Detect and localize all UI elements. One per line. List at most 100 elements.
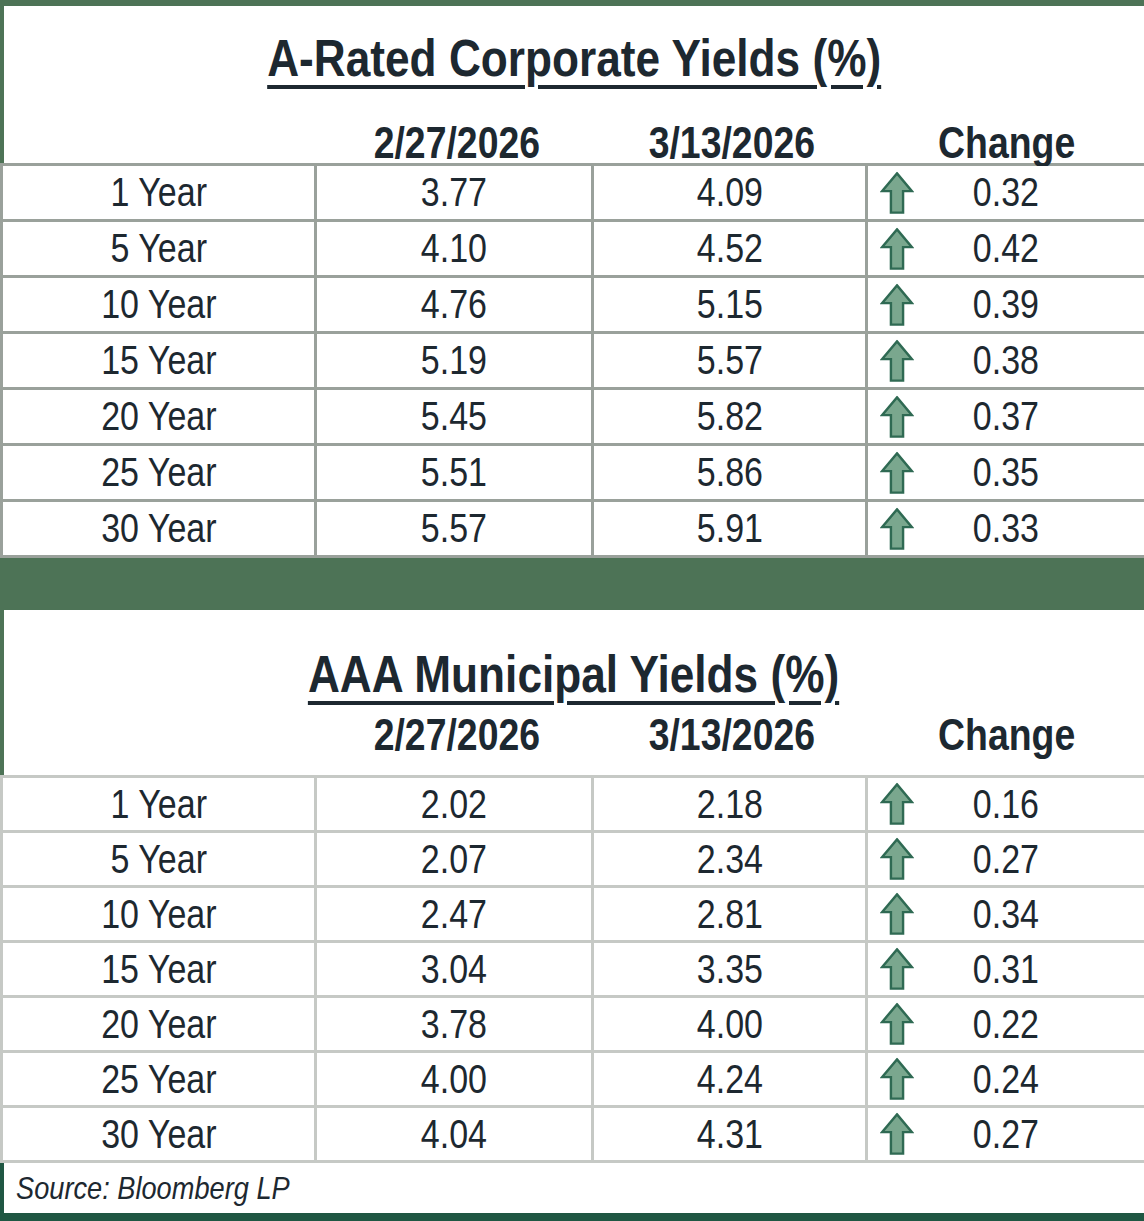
table-row: 5 Year 4.10 4.52 0.42 bbox=[2, 221, 1144, 277]
maturity-label: 10 Year bbox=[101, 892, 216, 937]
up-arrow-icon bbox=[880, 395, 914, 438]
maturity-label: 5 Year bbox=[110, 837, 206, 882]
corporate-curr-date-header: 3/13/2026 bbox=[595, 119, 869, 167]
change-cell: 0.33 bbox=[867, 501, 1144, 557]
municipal-section-header: AAA Municipal Yields (%) 2/27/2026 3/13/… bbox=[0, 610, 1144, 775]
municipal-yields-table: 1 Year 2.02 2.18 0.16 5 Year 2.07 2.34 0… bbox=[0, 775, 1144, 1163]
change-cell: 0.35 bbox=[867, 445, 1144, 501]
change-cell: 0.24 bbox=[867, 1052, 1144, 1107]
up-arrow-icon bbox=[880, 783, 914, 826]
maturity-cell: 10 Year bbox=[2, 887, 316, 942]
maturity-cell: 15 Year bbox=[2, 942, 316, 997]
maturity-cell: 10 Year bbox=[2, 277, 316, 333]
section-divider-bar bbox=[0, 558, 1144, 610]
maturity-cell: 20 Year bbox=[2, 389, 316, 445]
table-row: 20 Year 5.45 5.82 0.37 bbox=[2, 389, 1144, 445]
maturity-label: 5 Year bbox=[110, 226, 206, 271]
curr-yield-cell: 5.82 bbox=[593, 389, 867, 445]
maturity-label: 25 Year bbox=[101, 1057, 216, 1102]
up-arrow-icon bbox=[880, 948, 914, 991]
prev-yield-cell: 4.04 bbox=[316, 1107, 593, 1162]
table-row: 10 Year 2.47 2.81 0.34 bbox=[2, 887, 1144, 942]
maturity-label: 10 Year bbox=[101, 282, 216, 327]
prev-yield-cell: 5.19 bbox=[316, 333, 593, 389]
table-row: 1 Year 3.77 4.09 0.32 bbox=[2, 165, 1144, 221]
maturity-label: 1 Year bbox=[110, 170, 206, 215]
change-cell: 0.22 bbox=[867, 997, 1144, 1052]
change-cell: 0.31 bbox=[867, 942, 1144, 997]
curr-yield-cell: 4.31 bbox=[593, 1107, 867, 1162]
corporate-change-header: Change bbox=[869, 119, 1144, 167]
municipal-table-title: AAA Municipal Yields (%) bbox=[308, 644, 839, 704]
table-row: 15 Year 3.04 3.35 0.31 bbox=[2, 942, 1144, 997]
maturity-cell: 1 Year bbox=[2, 777, 316, 832]
up-arrow-icon bbox=[880, 227, 914, 270]
municipal-curr-date-header: 3/13/2026 bbox=[595, 711, 869, 759]
maturity-cell: 20 Year bbox=[2, 997, 316, 1052]
change-cell: 0.37 bbox=[867, 389, 1144, 445]
change-cell: 0.42 bbox=[867, 221, 1144, 277]
table-row: 20 Year 3.78 4.00 0.22 bbox=[2, 997, 1144, 1052]
header-spacer bbox=[4, 711, 318, 759]
corporate-section-header: A-Rated Corporate Yields (%) 2/27/2026 3… bbox=[0, 6, 1144, 163]
table-row: 30 Year 5.57 5.91 0.33 bbox=[2, 501, 1144, 557]
change-cell: 0.38 bbox=[867, 333, 1144, 389]
maturity-label: 20 Year bbox=[101, 1002, 216, 1047]
table-row: 25 Year 4.00 4.24 0.24 bbox=[2, 1052, 1144, 1107]
maturity-label: 1 Year bbox=[110, 782, 206, 827]
maturity-cell: 30 Year bbox=[2, 501, 316, 557]
prev-yield-cell: 4.76 bbox=[316, 277, 593, 333]
curr-yield-cell: 5.86 bbox=[593, 445, 867, 501]
curr-yield-cell: 5.91 bbox=[593, 501, 867, 557]
source-row: Source: Bloomberg LP bbox=[0, 1163, 1144, 1213]
prev-yield-cell: 3.77 bbox=[316, 165, 593, 221]
prev-yield-cell: 3.04 bbox=[316, 942, 593, 997]
prev-yield-cell: 2.07 bbox=[316, 832, 593, 887]
table-row: 5 Year 2.07 2.34 0.27 bbox=[2, 832, 1144, 887]
up-arrow-icon bbox=[880, 838, 914, 881]
up-arrow-icon bbox=[880, 1058, 914, 1101]
prev-yield-cell: 2.02 bbox=[316, 777, 593, 832]
prev-yield-cell: 5.51 bbox=[316, 445, 593, 501]
corporate-column-headers: 2/27/2026 3/13/2026 Change bbox=[4, 119, 1144, 167]
maturity-label: 30 Year bbox=[101, 506, 216, 551]
prev-yield-cell: 5.45 bbox=[316, 389, 593, 445]
maturity-label: 15 Year bbox=[101, 947, 216, 992]
curr-yield-cell: 4.52 bbox=[593, 221, 867, 277]
corporate-yields-table: 1 Year 3.77 4.09 0.32 5 Year 4.10 4.52 0… bbox=[0, 163, 1144, 558]
curr-yield-cell: 2.18 bbox=[593, 777, 867, 832]
up-arrow-icon bbox=[880, 171, 914, 214]
change-cell: 0.32 bbox=[867, 165, 1144, 221]
up-arrow-icon bbox=[880, 1003, 914, 1046]
bottom-accent-bar bbox=[0, 1213, 1144, 1221]
curr-yield-cell: 2.81 bbox=[593, 887, 867, 942]
curr-yield-cell: 5.57 bbox=[593, 333, 867, 389]
prev-yield-cell: 4.10 bbox=[316, 221, 593, 277]
table-row: 25 Year 5.51 5.86 0.35 bbox=[2, 445, 1144, 501]
maturity-label: 30 Year bbox=[101, 1112, 216, 1157]
maturity-cell: 1 Year bbox=[2, 165, 316, 221]
maturity-cell: 25 Year bbox=[2, 445, 316, 501]
curr-yield-cell: 4.24 bbox=[593, 1052, 867, 1107]
change-cell: 0.34 bbox=[867, 887, 1144, 942]
maturity-cell: 15 Year bbox=[2, 333, 316, 389]
up-arrow-icon bbox=[880, 339, 914, 382]
up-arrow-icon bbox=[880, 507, 914, 550]
up-arrow-icon bbox=[880, 1113, 914, 1156]
prev-yield-cell: 2.47 bbox=[316, 887, 593, 942]
change-cell: 0.16 bbox=[867, 777, 1144, 832]
prev-yield-cell: 5.57 bbox=[316, 501, 593, 557]
corporate-prev-date-header: 2/27/2026 bbox=[318, 119, 595, 167]
prev-yield-cell: 4.00 bbox=[316, 1052, 593, 1107]
maturity-label: 20 Year bbox=[101, 394, 216, 439]
table-row: 15 Year 5.19 5.57 0.38 bbox=[2, 333, 1144, 389]
maturity-cell: 25 Year bbox=[2, 1052, 316, 1107]
municipal-prev-date-header: 2/27/2026 bbox=[318, 711, 595, 759]
curr-yield-cell: 2.34 bbox=[593, 832, 867, 887]
maturity-label: 25 Year bbox=[101, 450, 216, 495]
curr-yield-cell: 3.35 bbox=[593, 942, 867, 997]
table-row: 10 Year 4.76 5.15 0.39 bbox=[2, 277, 1144, 333]
curr-yield-cell: 4.09 bbox=[593, 165, 867, 221]
municipal-column-headers: 2/27/2026 3/13/2026 Change bbox=[4, 711, 1144, 759]
source-note: Source: Bloomberg LP bbox=[16, 1170, 290, 1207]
